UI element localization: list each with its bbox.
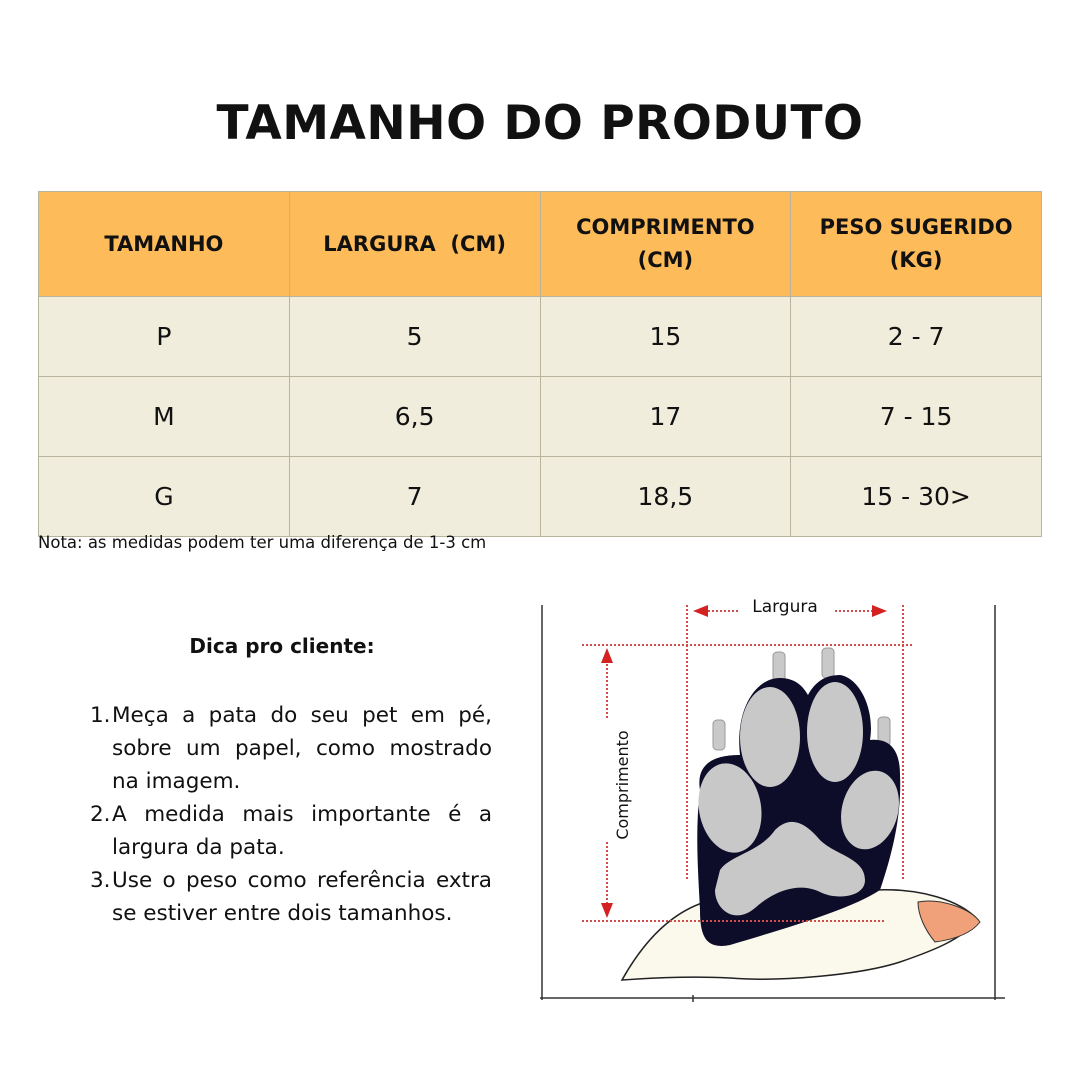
paw-pads bbox=[698, 682, 899, 916]
paw-measurement-illustration: Largura Comprimento bbox=[540, 597, 1005, 1002]
width-label: Largura bbox=[752, 597, 818, 617]
table-row: P 5 15 2 - 7 bbox=[38, 296, 1042, 377]
tips-title: Dica pro cliente: bbox=[189, 634, 375, 658]
cell: 15 - 30> bbox=[790, 456, 1042, 537]
cell: 17 bbox=[539, 376, 792, 457]
item-number: 1. bbox=[90, 703, 111, 728]
guide-lines bbox=[582, 605, 913, 922]
list-item: 1. Meça a pata do seu pet em pé, sobre um… bbox=[90, 699, 492, 798]
header-peso: PESO SUGERIDO (KG) bbox=[790, 191, 1042, 297]
measurement-note: Nota: as medidas podem ter uma diferença… bbox=[38, 533, 487, 552]
table-row: M 6,5 17 7 - 15 bbox=[38, 376, 1042, 457]
item-text: Meça a pata do seu pet em pé, sobre um p… bbox=[112, 703, 492, 794]
cell: G bbox=[38, 456, 290, 537]
arrow-heads bbox=[601, 605, 887, 918]
cell: 6,5 bbox=[288, 376, 541, 457]
header-tamanho: TAMANHO bbox=[38, 191, 290, 297]
item-text: A medida mais importante é a largura da … bbox=[112, 802, 492, 860]
cell: 15 bbox=[539, 296, 792, 377]
claws bbox=[712, 647, 891, 751]
cell: M bbox=[38, 376, 290, 457]
table-row: G 7 18,5 15 - 30> bbox=[38, 456, 1042, 537]
cell: P bbox=[38, 296, 290, 377]
list-item: 2. A medida mais importante é a largura d… bbox=[90, 798, 492, 864]
tips-list: 1. Meça a pata do seu pet em pé, sobre um… bbox=[90, 699, 492, 930]
cell: 7 bbox=[288, 456, 541, 537]
item-number: 3. bbox=[90, 868, 111, 893]
table-header-row: TAMANHO LARGURA (CM) COMPRIMENTO (CM) PE… bbox=[38, 191, 1042, 297]
size-table: TAMANHO LARGURA (CM) COMPRIMENTO (CM) PE… bbox=[38, 191, 1042, 537]
cell: 7 - 15 bbox=[790, 376, 1042, 457]
fingernail bbox=[917, 900, 981, 943]
page-title: TAMANHO DO PRODUTO bbox=[216, 96, 864, 151]
frame-lines bbox=[540, 605, 1005, 1002]
list-item: 3. Use o peso como referência extra se es… bbox=[90, 864, 492, 930]
cell: 5 bbox=[288, 296, 541, 377]
cell: 2 - 7 bbox=[790, 296, 1042, 377]
header-comprimento: COMPRIMENTO (CM) bbox=[539, 191, 792, 297]
cell: 18,5 bbox=[539, 456, 792, 537]
length-label: Comprimento bbox=[613, 730, 632, 839]
item-text: Use o peso como referência extra se esti… bbox=[112, 868, 492, 926]
item-number: 2. bbox=[90, 802, 111, 827]
header-largura: LARGURA (CM) bbox=[288, 191, 541, 297]
